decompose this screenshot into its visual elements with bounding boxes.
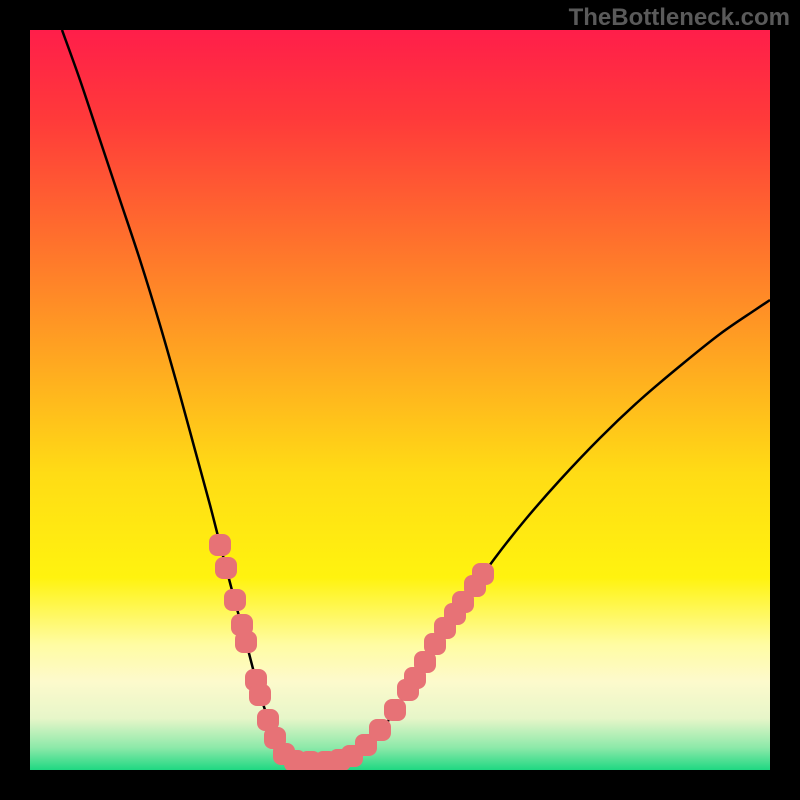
curve-marker bbox=[215, 557, 237, 579]
curve-marker bbox=[224, 589, 246, 611]
chart-root: TheBottleneck.com bbox=[0, 0, 800, 800]
curve-marker bbox=[235, 631, 257, 653]
curve-marker bbox=[209, 534, 231, 556]
curve-marker bbox=[384, 699, 406, 721]
chart-svg bbox=[0, 0, 800, 800]
watermark-text: TheBottleneck.com bbox=[569, 4, 790, 32]
curve-marker bbox=[249, 684, 271, 706]
curve-marker bbox=[369, 719, 391, 741]
plot-background bbox=[30, 30, 770, 770]
curve-marker bbox=[472, 563, 494, 585]
